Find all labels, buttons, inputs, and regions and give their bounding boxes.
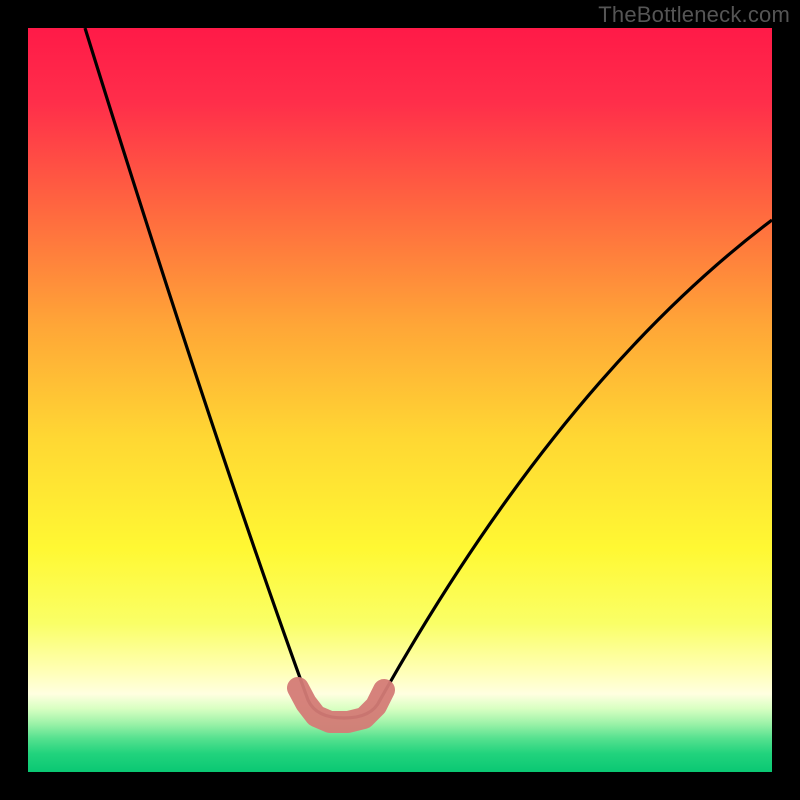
chart-container: TheBottleneck.com [0, 0, 800, 800]
watermark-text: TheBottleneck.com [598, 2, 790, 28]
plot-area [28, 28, 772, 772]
gradient-background [28, 28, 772, 772]
bottleneck-chart [0, 0, 800, 800]
